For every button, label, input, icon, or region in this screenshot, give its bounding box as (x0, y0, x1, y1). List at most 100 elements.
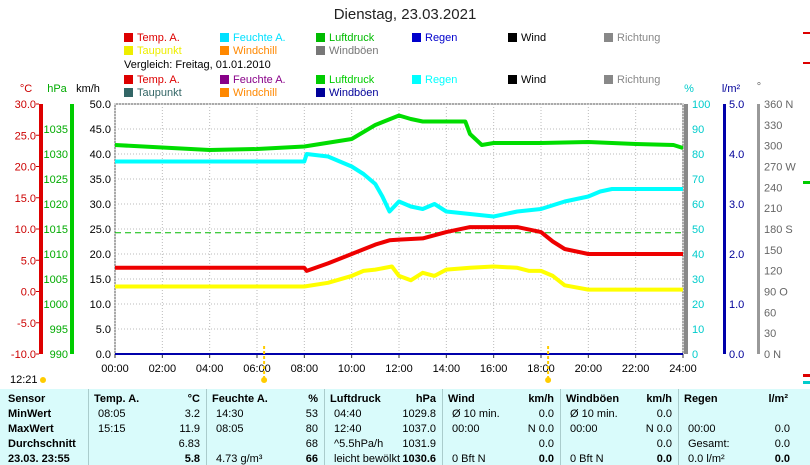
legend-swatch (604, 33, 613, 42)
legend-label: Feuchte A. (233, 74, 286, 86)
table-separator (206, 389, 207, 465)
table-separator (678, 389, 679, 465)
tick-pressure: 995 (50, 324, 68, 336)
tick-speed: 5.0 (96, 324, 111, 336)
table-separator (560, 389, 561, 465)
legend-compare-item: Windchill (220, 87, 277, 99)
legend-label: Taupunkt (137, 45, 182, 57)
axis-bar-pressure (70, 104, 74, 354)
table-cell-value: 53 (305, 408, 318, 420)
axis-unit-temp: °C (20, 83, 32, 95)
table-cell-value: 1031.9 (402, 438, 436, 450)
legend-label: Temp. A. (137, 74, 180, 86)
table-cell-value: 0.0 (538, 438, 554, 450)
tick-temp: 20.0 (15, 162, 36, 174)
table-cell: leicht bewölkt (334, 453, 401, 465)
legend-swatch (124, 75, 133, 84)
tick-rain: 3.0 (729, 199, 744, 211)
tick-direction: 270 W (764, 162, 796, 174)
tick-humidity: 40 (692, 249, 704, 261)
tick-humidity: 80 (692, 149, 704, 161)
legend-label: Feuchte A. (233, 32, 286, 44)
axis-bar-rain (723, 104, 726, 354)
page-title: Dienstag, 23.03.2021 (333, 6, 477, 23)
tick-x: 04:00 (196, 363, 224, 375)
legend-compare-item: Windböen (316, 87, 379, 99)
table-cell-value: 68 (305, 438, 318, 450)
tick-direction: 0 N (764, 349, 781, 361)
tick-temp: 5.0 (21, 255, 36, 267)
tick-x: 24:00 (669, 363, 697, 375)
tick-temp: 10.0 (15, 224, 36, 236)
legend-main-item: Luftdruck (316, 32, 374, 44)
tick-pressure: 1000 (44, 299, 68, 311)
tick-humidity: 70 (692, 174, 704, 186)
legend-swatch (316, 75, 325, 84)
right-legend-mark (803, 381, 810, 384)
tick-pressure: 1010 (44, 249, 68, 261)
table-cell-value: 1030.6 (402, 453, 436, 465)
tick-humidity: 90 (692, 124, 704, 136)
legend-main-item: Richtung (604, 32, 660, 44)
table-cell-value: 0.0 (774, 453, 790, 465)
table-header: Windböen (566, 393, 620, 405)
legend-label: Regen (425, 74, 458, 86)
table-cell: Ø 10 min. (570, 408, 618, 420)
legend-compare-item: Regen (412, 74, 457, 86)
tick-speed: 25.0 (90, 224, 111, 236)
tick-x: 02:00 (149, 363, 177, 375)
series-line-taupunkt (115, 264, 683, 292)
tick-x: 10:00 (338, 363, 366, 375)
legend-compare-item: Feuchte A. (220, 74, 286, 86)
tick-direction: 30 (764, 328, 776, 340)
table-cell: 00:00 (688, 423, 716, 435)
tick-humidity: 10 (692, 324, 704, 336)
axis-unit-rain: l/m² (722, 83, 741, 95)
legend-compare-item: Taupunkt (124, 87, 182, 99)
legend-swatch (124, 88, 133, 97)
legend-label: Luftdruck (329, 32, 375, 44)
tick-speed: 40.0 (90, 149, 111, 161)
table-cell: 08:05 (98, 408, 126, 420)
axis-unit-humidity: % (684, 83, 694, 95)
tick-humidity: 30 (692, 274, 704, 286)
table-header-unit: l/m² (768, 393, 788, 405)
table-header-unit: km/h (528, 393, 554, 405)
table-cell: 00:00 (570, 423, 598, 435)
legend-swatch (604, 75, 613, 84)
table-header: Wind (448, 393, 475, 405)
table-separator (442, 389, 443, 465)
tick-direction: 180 S (764, 224, 793, 236)
table-cell: Ø 10 min. (452, 408, 500, 420)
tick-pressure: 1020 (44, 199, 68, 211)
table-cell-value: 5.8 (184, 453, 200, 465)
tick-speed: 10.0 (90, 299, 111, 311)
tick-direction: 90 O (764, 287, 788, 299)
tick-temp: 25.0 (15, 130, 36, 142)
legend-label: Windchill (233, 45, 278, 57)
table-cell-value: 3.2 (184, 408, 200, 420)
legend-swatch (220, 88, 229, 97)
tick-pressure: 1015 (44, 224, 68, 236)
legend-main-item: Windböen (316, 45, 379, 57)
tick-direction: 240 (764, 182, 782, 194)
table-cell: 0 Bft N (452, 453, 486, 465)
tick-speed: 15.0 (90, 274, 111, 286)
legend-label: Temp. A. (137, 32, 180, 44)
legend-swatch (508, 75, 517, 84)
tick-x: 22:00 (622, 363, 650, 375)
legend-label: Windchill (233, 87, 278, 99)
tick-temp: -10.0 (11, 349, 36, 361)
tick-x: 08:00 (291, 363, 319, 375)
legend-main-item: Windchill (220, 45, 277, 57)
tick-pressure: 990 (50, 349, 68, 361)
tick-x: 06:00 (243, 363, 271, 375)
tick-direction: 120 (764, 266, 782, 278)
statistics-table: Temp. A. °C Feuchte A.% Luftdruck hPa Wind km/… (0, 389, 810, 465)
tick-rain: 1.0 (729, 299, 744, 311)
legend-label: Luftdruck (329, 74, 375, 86)
table-header-unit: % (308, 393, 318, 405)
table-row-label: MinWert (8, 408, 52, 420)
tick-pressure: 1035 (44, 124, 68, 136)
table-header: Regen (684, 393, 718, 405)
